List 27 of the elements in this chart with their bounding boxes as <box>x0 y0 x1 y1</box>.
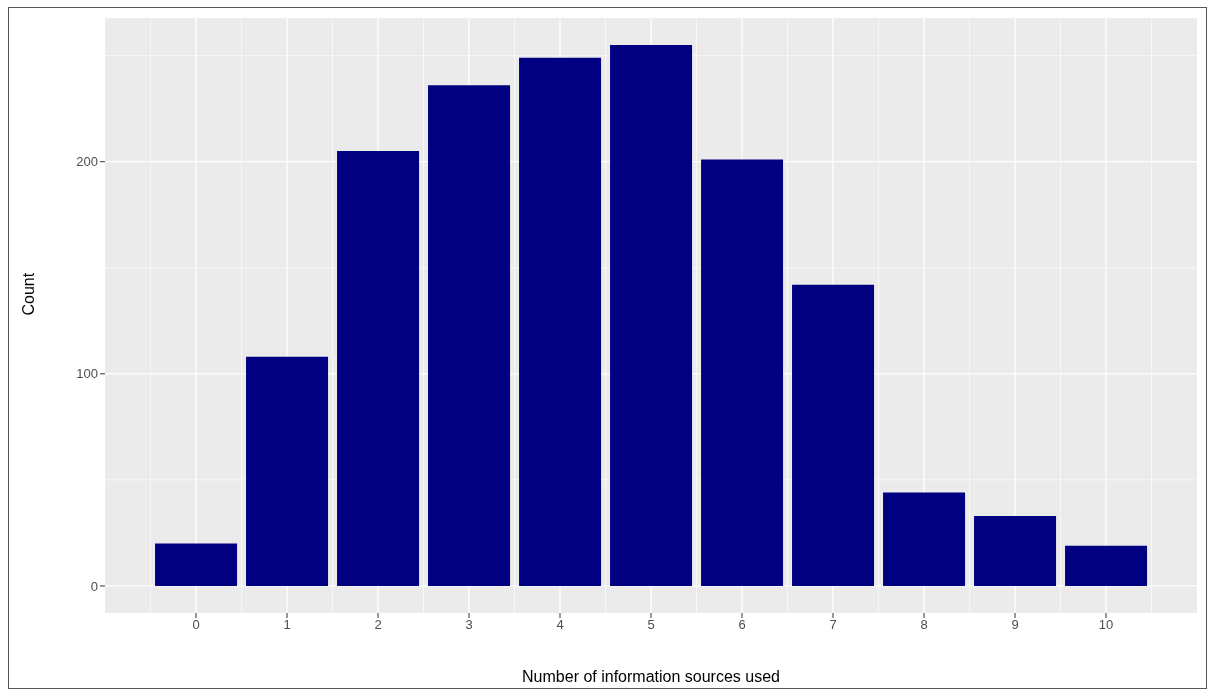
bar <box>519 57 602 586</box>
x-tick-label: 7 <box>829 617 837 633</box>
bar <box>155 543 238 586</box>
bar <box>246 356 329 586</box>
y-axis-title: Count <box>19 272 37 316</box>
x-tick-label: 1 <box>283 617 291 633</box>
bar <box>792 284 875 586</box>
bar <box>883 492 966 586</box>
x-tick-label: 5 <box>647 617 655 633</box>
x-tick-label: 9 <box>1011 617 1019 633</box>
x-tick-label: 4 <box>556 617 564 633</box>
x-tick-label: 3 <box>465 617 473 633</box>
x-tick-label: 10 <box>1098 617 1114 633</box>
x-tick-label: 8 <box>920 617 928 633</box>
bar <box>701 159 784 586</box>
bar <box>337 151 420 586</box>
bar <box>428 85 511 586</box>
x-axis-title: Number of information sources used <box>522 668 780 685</box>
x-tick-label: 6 <box>738 617 746 633</box>
y-tick-label: 0 <box>90 578 98 594</box>
x-tick-label: 2 <box>374 617 382 633</box>
bar <box>974 515 1057 586</box>
y-tick-label: 200 <box>76 154 98 170</box>
bar <box>1065 545 1148 586</box>
x-tick-label: 0 <box>192 617 200 633</box>
y-tick-label: 100 <box>76 366 98 382</box>
bar <box>610 45 693 586</box>
